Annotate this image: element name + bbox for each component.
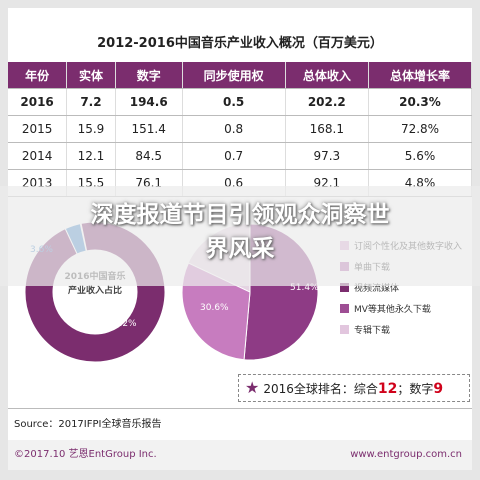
table-cell: 72.8% [368, 115, 472, 143]
table-cell: 总体收入 [285, 62, 370, 89]
table-row: 年份 实体 数字 同步使用权 总体收入 总体增长率 [8, 62, 472, 89]
table-cell: 84.5 [115, 142, 183, 170]
table-cell: 2016 [8, 88, 68, 116]
table-cell: 0.8 [182, 115, 286, 143]
table-cell: 实体 [66, 62, 116, 89]
table-cell: 12.1 [66, 142, 116, 170]
table-cell: 同步使用权 [182, 62, 286, 89]
overlay-banner: 深度报道节目引领观众洞察世界风采 [0, 186, 480, 286]
data-table: 年份 实体 数字 同步使用权 总体收入 总体增长率 2016 7.2 194.6 0.5 202.2… [8, 62, 472, 197]
table-cell: 总体增长率 [368, 62, 472, 89]
table-row: 2014 12.1 84.5 0.7 97.3 5.6% [8, 142, 472, 170]
ranking-text: ；数字 [397, 382, 434, 396]
footer-right: www.entgroup.com.cn [350, 449, 462, 460]
table-cell: 0.5 [182, 88, 286, 116]
table-cell: 15.9 [66, 115, 116, 143]
legend-swatch [340, 304, 349, 313]
title: 2012-2016中国音乐产业收入概况（百万美元） [97, 36, 383, 51]
source-text: Source：2017IFPI全球音乐报告 [14, 419, 162, 430]
ranking-text: 2016全球排名：综合 [263, 382, 378, 396]
source: Source：2017IFPI全球音乐报告 [8, 408, 472, 430]
table-cell: 20.3% [368, 88, 472, 116]
table-cell: 194.6 [115, 88, 183, 116]
table-cell: 168.1 [285, 115, 370, 143]
legend-swatch [340, 325, 349, 334]
table-cell: 数字 [115, 62, 183, 89]
table-cell: 202.2 [285, 88, 370, 116]
table-row: 2015 15.9 151.4 0.8 168.1 72.8% [8, 115, 472, 143]
ranking-digital: 9 [433, 381, 444, 397]
pie-value-label: 96.2% [108, 319, 137, 329]
table-row: 2016 7.2 194.6 0.5 202.2 20.3% [8, 88, 472, 116]
footer: ©2017.10 艺恩EntGroup Inc. www.entgroup.co… [8, 440, 472, 470]
table-cell: 2015 [8, 115, 68, 143]
table-cell: 7.2 [66, 88, 116, 116]
pie-value-label: 51.4% [290, 283, 319, 293]
table-cell: 2014 [8, 142, 68, 170]
table-cell: 5.6% [368, 142, 472, 170]
ranking-box: ★ 2016全球排名：综合12；数字9 [238, 374, 470, 402]
ranking-overall: 12 [377, 381, 398, 397]
legend-swatch [340, 283, 349, 292]
legend-label: MV等其他永久下载 [354, 303, 431, 315]
overlay-text: 深度报道节目引领观众洞察世界风采 [90, 202, 390, 262]
legend-label: 专辑下载 [354, 324, 390, 336]
table-cell: 年份 [8, 62, 68, 89]
footer-left: ©2017.10 艺恩EntGroup Inc. [14, 449, 157, 460]
table-cell: 97.3 [285, 142, 370, 170]
pie-value-label: 30.6% [200, 303, 229, 313]
star-icon: ★ [245, 378, 260, 397]
table-cell: 151.4 [115, 115, 183, 143]
table-cell: 0.7 [182, 142, 286, 170]
